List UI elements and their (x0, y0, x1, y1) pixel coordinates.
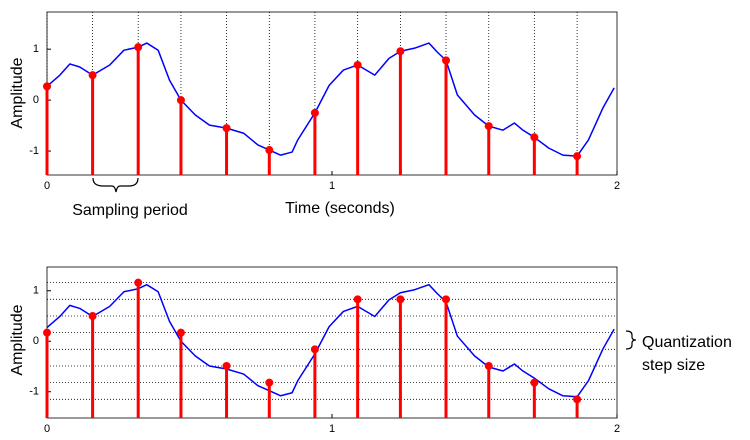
stem-marker (88, 311, 97, 320)
stem-marker (176, 328, 185, 337)
stem-marker (573, 152, 582, 161)
y-axis-label: Amplitude (9, 304, 26, 375)
y-tick-label: 1 (33, 43, 39, 55)
x-tick-label: 1 (329, 180, 335, 192)
stem-marker (134, 278, 143, 287)
stem-marker (353, 295, 362, 304)
stem-marker (442, 295, 450, 304)
stem-marker (484, 122, 493, 131)
plot-frame (46, 11, 618, 176)
y-tick-label: -1 (29, 145, 39, 157)
stem-marker (43, 328, 51, 337)
y-tick-label: 0 (33, 335, 39, 347)
stem-marker (442, 56, 450, 65)
x-tick-label: 1 (329, 423, 335, 435)
x-tick-label: 2 (614, 180, 620, 192)
annotation: Quantization (642, 334, 732, 351)
x-tick-label: 0 (44, 180, 50, 192)
stem-marker (310, 345, 319, 354)
x-tick-label: 0 (44, 423, 50, 435)
stem-marker (353, 60, 362, 69)
stem-marker (573, 395, 582, 404)
stem-marker (176, 96, 185, 105)
stem-marker (310, 108, 319, 117)
stem-marker (134, 43, 143, 52)
stem-marker (88, 71, 97, 80)
stem-marker (484, 361, 493, 370)
stem-marker (396, 295, 405, 304)
stem-marker (530, 378, 539, 387)
brace (92, 177, 139, 193)
y-tick-label: 0 (33, 94, 39, 106)
y-tick-label: 1 (33, 285, 39, 297)
annotation: Sampling period (72, 202, 188, 219)
stem-marker (222, 124, 231, 133)
x-axis-label: Time (seconds) (285, 200, 395, 217)
brace (625, 330, 637, 350)
stem-marker (222, 361, 231, 370)
stem-marker (265, 378, 274, 387)
stem-marker (43, 82, 51, 91)
x-tick-label: 2 (614, 423, 620, 435)
stem-marker (396, 47, 405, 56)
y-axis-label: Amplitude (9, 57, 26, 128)
signal-line (46, 283, 615, 398)
stem-marker (265, 146, 274, 155)
y-tick-label: -1 (29, 386, 39, 398)
annotation: step size (642, 357, 705, 374)
signal-line (46, 42, 615, 157)
stem-marker (530, 133, 539, 142)
